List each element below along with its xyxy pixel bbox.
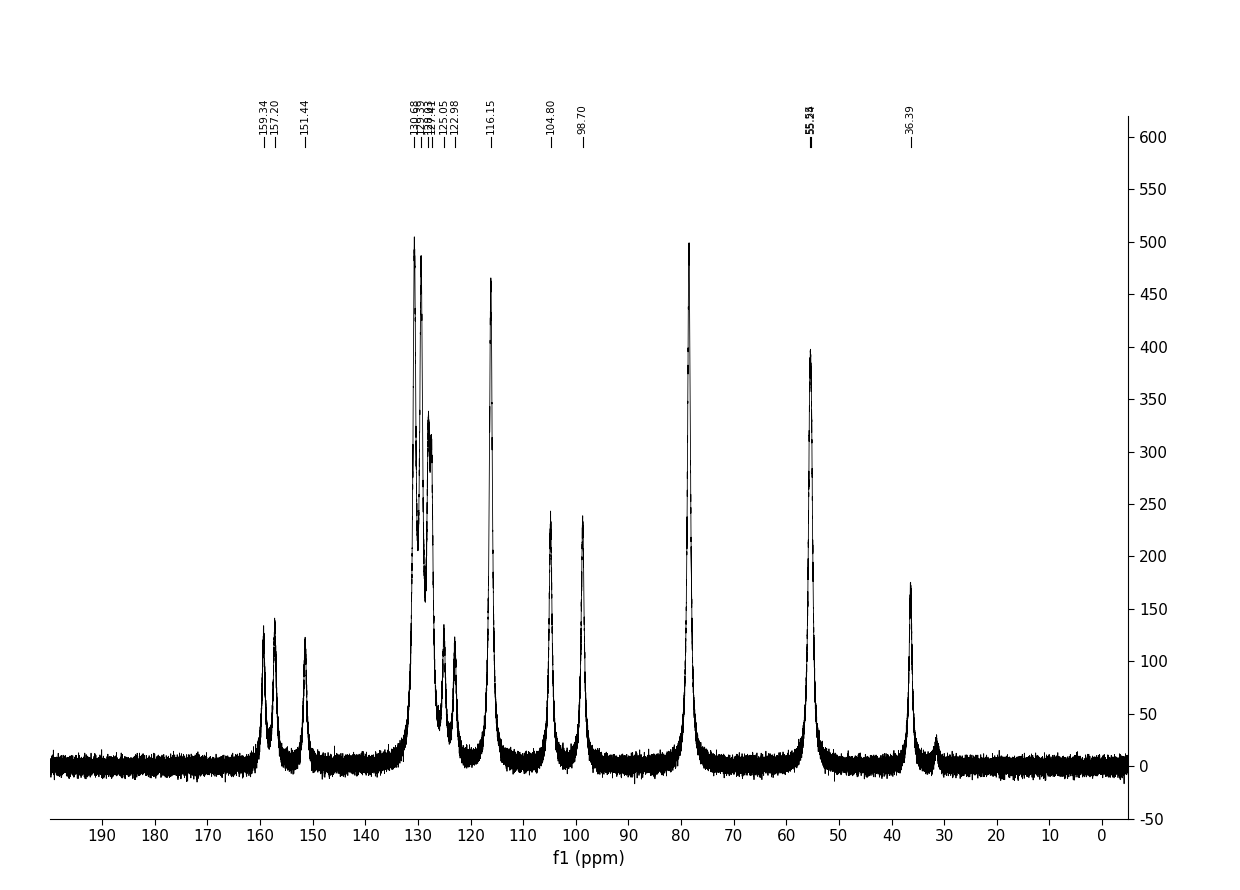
Text: 159.34: 159.34	[259, 97, 269, 134]
Text: 129.39: 129.39	[417, 97, 427, 134]
Text: 98.70: 98.70	[578, 104, 588, 134]
Text: 116.15: 116.15	[486, 97, 496, 134]
Text: 125.05: 125.05	[439, 97, 449, 134]
Text: 104.80: 104.80	[546, 97, 556, 134]
Text: 151.44: 151.44	[300, 97, 310, 134]
Text: 130.68: 130.68	[409, 97, 419, 134]
Text: 55.55: 55.55	[805, 103, 815, 134]
Text: 128.03: 128.03	[423, 97, 433, 134]
Text: 127.41: 127.41	[427, 97, 436, 134]
Text: 157.20: 157.20	[270, 97, 280, 134]
Text: 36.39: 36.39	[905, 103, 915, 134]
Text: 122.98: 122.98	[450, 97, 460, 134]
Text: 55.24: 55.24	[806, 103, 816, 134]
X-axis label: f1 (ppm): f1 (ppm)	[553, 850, 625, 868]
